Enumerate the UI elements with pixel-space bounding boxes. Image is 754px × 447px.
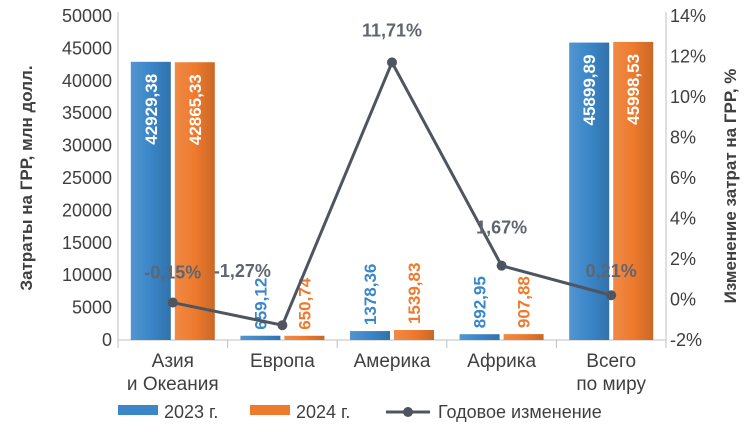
y-left-tick-label: 45000 (62, 38, 112, 58)
bar-value-label: 45899,89 (580, 55, 599, 126)
bar (459, 334, 500, 340)
change-value-label: 1,67% (476, 218, 527, 238)
y-right-tick-label: 14% (670, 6, 706, 26)
legend-swatch (118, 405, 158, 415)
bar (240, 335, 281, 340)
bar (284, 335, 325, 340)
y-right-tick-label: 12% (670, 47, 706, 67)
change-value-label: -0,15% (144, 263, 201, 283)
y-right-tick-label: 10% (670, 87, 706, 107)
y-right-tick-label: 6% (670, 168, 696, 188)
change-point (167, 297, 178, 308)
y-left-tick-label: 30000 (62, 136, 112, 156)
y-left-tick-label: 40000 (62, 71, 112, 91)
change-point (496, 260, 507, 271)
bar (130, 61, 171, 340)
bar-value-label: 659,12 (251, 278, 270, 330)
y-right-tick-label: 4% (670, 209, 696, 229)
bar (350, 331, 390, 340)
change-value-label: -1,27% (214, 261, 271, 281)
bar-value-label: 1378,36 (361, 264, 380, 325)
category-label: Азия (152, 351, 194, 372)
category-label: по миру (576, 374, 646, 395)
bar (503, 334, 544, 340)
bar (174, 62, 215, 340)
y-left-tick-label: 10000 (62, 265, 112, 285)
y-left-tick-label: 35000 (62, 103, 112, 123)
legend-label: 2023 г. (164, 402, 218, 422)
y-right-tick-label: -2% (670, 330, 702, 350)
change-point (387, 57, 397, 68)
bar-value-label: 650,74 (295, 277, 314, 330)
category-label: Африка (467, 351, 536, 372)
change-point (606, 290, 617, 301)
bar (613, 41, 654, 340)
bar-value-label: 1539,83 (405, 263, 424, 324)
y-right-axis-title: Изменение затрат на ГРР, % (721, 69, 740, 304)
legend-label: 2024 г. (296, 402, 350, 422)
legend-swatch (250, 405, 290, 415)
bar-value-label: 42929,38 (142, 74, 161, 145)
change-line (172, 58, 612, 327)
y-left-tick-label: 25000 (62, 168, 112, 188)
y-right-tick-label: 2% (670, 249, 696, 269)
y-left-tick-label: 20000 (62, 200, 112, 220)
change-value-label: 0,21% (586, 261, 637, 281)
bar-value-label: 892,95 (471, 276, 490, 328)
category-label: и Океания (127, 374, 219, 395)
legend-label: Годовое изменение (438, 402, 602, 422)
y-right-tick-label: 8% (670, 128, 696, 148)
y-left-axis-title: Затраты на ГРР, млн долл. (17, 65, 36, 290)
category-label: Всего (586, 351, 636, 372)
category-label: Европа (250, 351, 315, 372)
legend-line-marker (403, 407, 413, 417)
y-left-tick-label: 5000 (72, 298, 112, 318)
bar-value-label: 45998,53 (624, 54, 643, 125)
y-left-tick-label: 0 (102, 330, 112, 350)
y-right-tick-label: 0% (670, 290, 696, 310)
bar-value-label: 42865,33 (186, 74, 205, 145)
change-value-label: 11,71% (362, 20, 422, 40)
bar-value-label: 907,88 (515, 276, 534, 328)
y-left-tick-label: 50000 (62, 6, 112, 26)
category-label: Америка (354, 351, 431, 372)
bar (394, 330, 434, 340)
change-point (277, 320, 288, 331)
y-left-tick-label: 15000 (62, 233, 112, 253)
